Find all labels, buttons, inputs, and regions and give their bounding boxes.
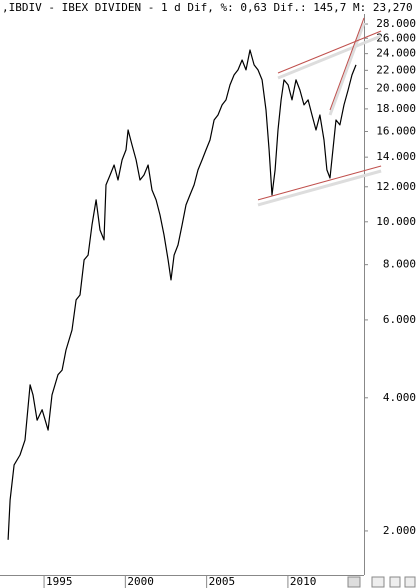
y-tick-label: 8.000 bbox=[383, 258, 416, 271]
y-tick-label: 2.000 bbox=[383, 524, 416, 537]
y-tick-label: 22.000 bbox=[376, 63, 416, 76]
y-tick-label: 20.000 bbox=[376, 82, 416, 95]
trendline-shadow bbox=[328, 22, 366, 116]
y-tick-label: 6.000 bbox=[383, 313, 416, 326]
tool-icon[interactable] bbox=[371, 576, 385, 588]
x-tick-label: 1995 bbox=[46, 575, 73, 588]
tool-icon[interactable] bbox=[389, 576, 401, 588]
y-tick-label: 4.000 bbox=[383, 391, 416, 404]
x-tick-label: 2000 bbox=[127, 575, 154, 588]
x-tick-label: 2010 bbox=[290, 575, 317, 588]
y-tick-label: 24.000 bbox=[376, 47, 416, 60]
y-tick-label: 16.000 bbox=[376, 125, 416, 138]
trendline bbox=[329, 17, 365, 111]
toolbar bbox=[347, 576, 416, 588]
y-tick-label: 14.000 bbox=[376, 150, 416, 163]
chart-title: ,IBDIV - IBEX DIVIDEN - 1 d Dif, %: 0,63… bbox=[2, 1, 413, 14]
trendline bbox=[277, 30, 382, 74]
trendline-shadow bbox=[277, 34, 382, 80]
y-tick-label: 18.000 bbox=[376, 102, 416, 115]
y-tick-label: 26.000 bbox=[376, 31, 416, 44]
x-tick-label: 2005 bbox=[209, 575, 236, 588]
tool-icon[interactable] bbox=[347, 576, 361, 588]
y-tick-label: 10.000 bbox=[376, 215, 416, 228]
price-line bbox=[7, 49, 357, 540]
trendline bbox=[257, 165, 382, 201]
y-tick-label: 12.000 bbox=[376, 180, 416, 193]
tool-icon[interactable] bbox=[404, 576, 416, 588]
y-tick-label: 28.000 bbox=[376, 17, 416, 30]
trendline-shadow bbox=[257, 169, 382, 207]
